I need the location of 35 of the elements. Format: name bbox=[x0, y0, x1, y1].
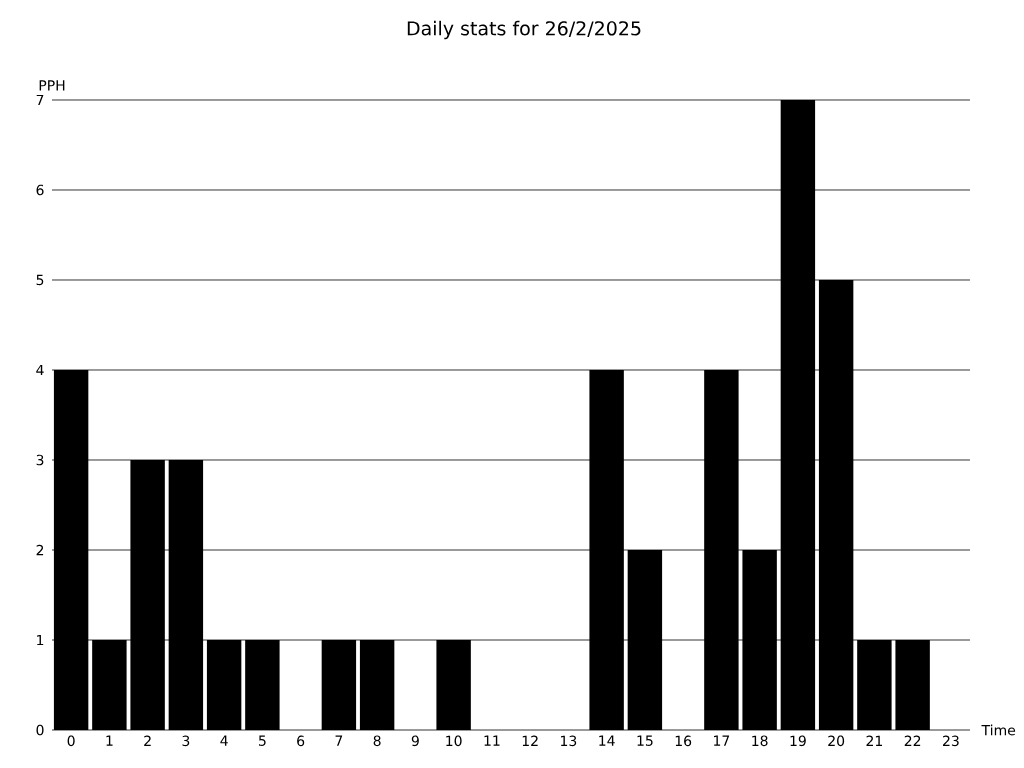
y-tick-label: 4 bbox=[36, 364, 44, 376]
x-axis-title: Time bbox=[981, 724, 1016, 736]
y-tick-label: 7 bbox=[36, 94, 44, 106]
y-tick-label: 2 bbox=[36, 544, 44, 556]
y-tick-label: 1 bbox=[37, 634, 44, 646]
x-tick-label: 1 bbox=[106, 735, 113, 746]
x-tick-label: 0 bbox=[67, 735, 75, 747]
y-tick-label: 3 bbox=[36, 454, 44, 466]
x-tick-label: 17 bbox=[714, 735, 730, 746]
x-tick-label: 21 bbox=[866, 735, 883, 746]
chart-title: Daily stats for 26/2/2025 bbox=[407, 20, 641, 40]
x-tick-label: 23 bbox=[943, 735, 959, 747]
y-tick-label: 5 bbox=[36, 274, 44, 286]
x-tick-label: 10 bbox=[446, 735, 462, 747]
x-tick-label: 19 bbox=[790, 735, 806, 747]
x-tick-label: 13 bbox=[561, 735, 577, 747]
x-tick-label: 5 bbox=[259, 735, 266, 746]
x-tick-label: 8 bbox=[373, 735, 381, 747]
x-tick-label: 6 bbox=[297, 735, 305, 747]
x-tick-label: 3 bbox=[182, 735, 190, 747]
x-tick-label: 20 bbox=[828, 735, 845, 747]
x-tick-label: 22 bbox=[904, 735, 921, 746]
x-tick-label: 14 bbox=[599, 735, 615, 746]
x-tick-label: 2 bbox=[144, 735, 151, 746]
x-tick-label: 16 bbox=[675, 735, 692, 747]
x-tick-label: 12 bbox=[522, 735, 538, 746]
y-axis-title: PPH bbox=[39, 80, 65, 91]
x-tick-label: 18 bbox=[752, 735, 768, 747]
x-tick-label: 15 bbox=[637, 735, 653, 746]
y-tick-label: 0 bbox=[36, 724, 44, 736]
x-tick-label: 11 bbox=[484, 735, 500, 746]
x-tick-label: 7 bbox=[335, 735, 343, 746]
x-tick-label: 4 bbox=[220, 735, 228, 746]
x-tick-label: 9 bbox=[411, 735, 419, 747]
y-tick-label: 6 bbox=[36, 184, 44, 196]
